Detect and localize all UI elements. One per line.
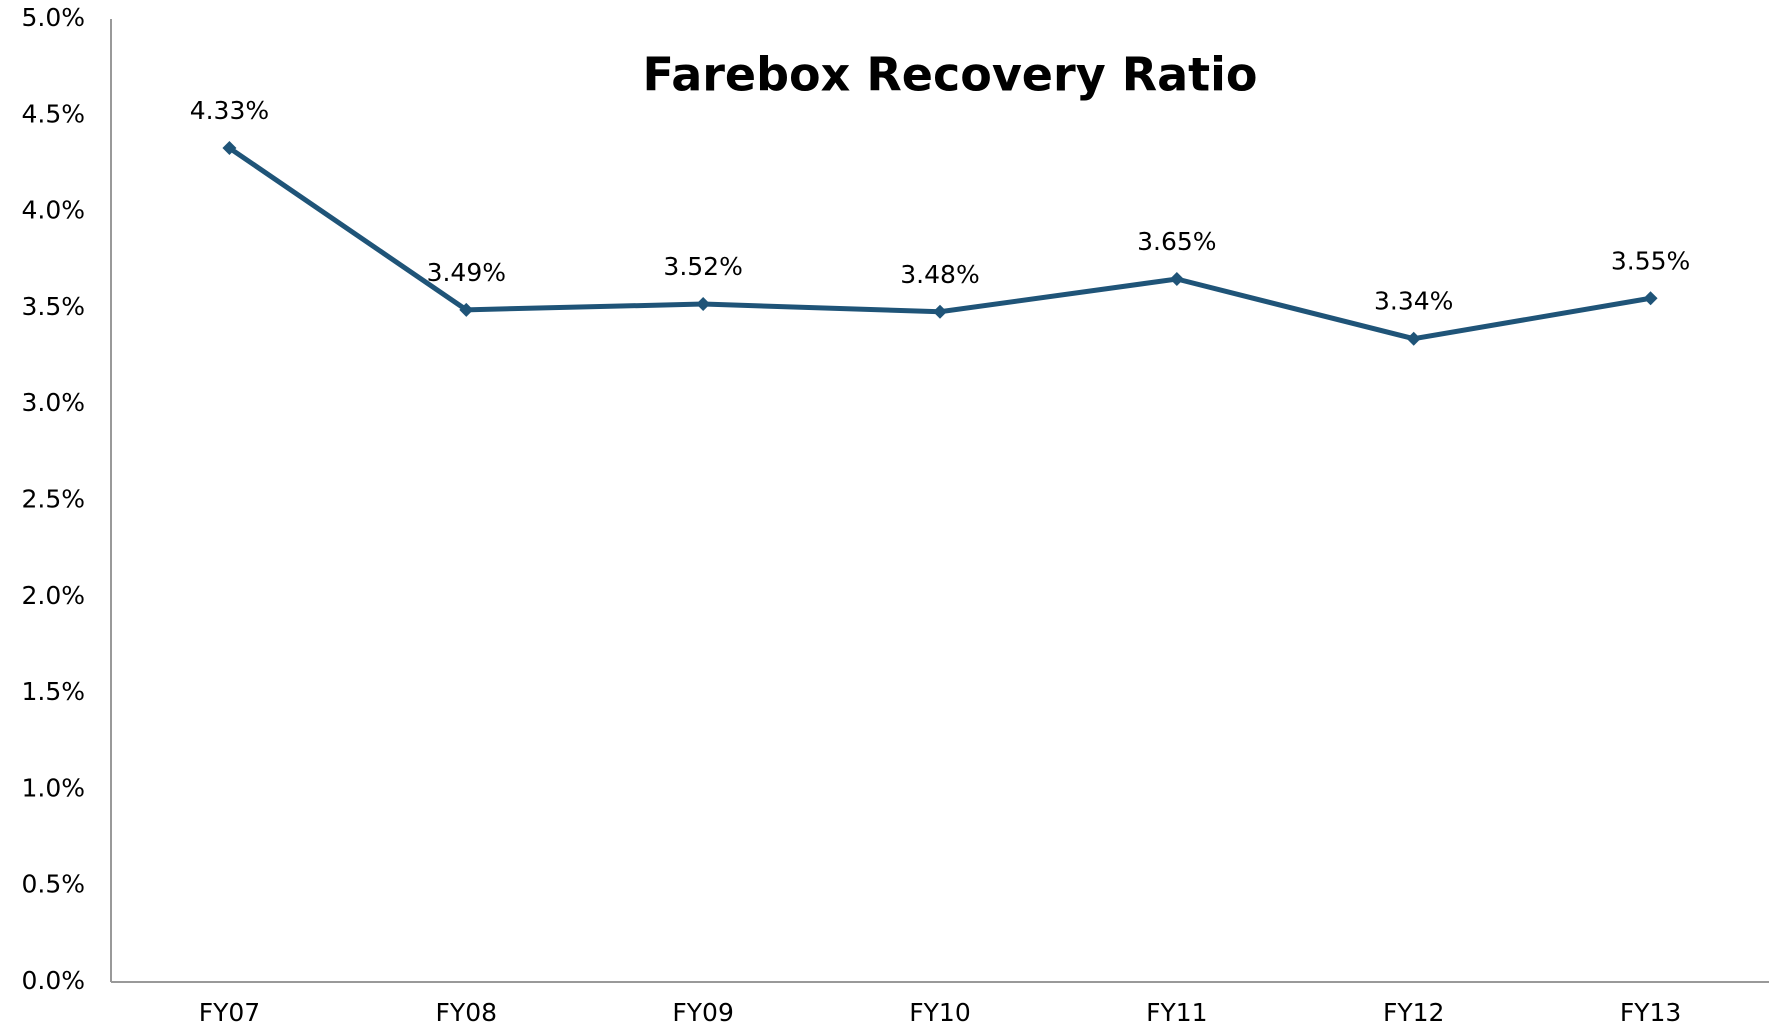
- x-tick-label: FY09: [672, 998, 733, 1027]
- data-label: 3.55%: [1611, 246, 1690, 275]
- y-tick-label: 1.0%: [21, 773, 85, 802]
- data-label: 4.33%: [190, 96, 269, 125]
- y-tick-label: 5.0%: [21, 3, 85, 32]
- marker: [1169, 272, 1184, 287]
- y-tick-label: 4.5%: [21, 99, 85, 128]
- x-tick-label: FY07: [199, 998, 260, 1027]
- data-label: 3.65%: [1137, 227, 1216, 256]
- x-tick-label: FY08: [436, 998, 497, 1027]
- marker: [933, 304, 947, 319]
- y-tick-label: 3.5%: [21, 292, 85, 321]
- x-tick-label: FY13: [1620, 998, 1681, 1027]
- x-tick-label: FY12: [1383, 998, 1444, 1027]
- marker: [1643, 291, 1658, 306]
- data-label: 3.52%: [663, 252, 742, 281]
- data-label: 3.34%: [1374, 287, 1453, 316]
- y-tick-label: 3.0%: [21, 388, 85, 417]
- marker: [459, 302, 474, 317]
- y-tick-label: 0.0%: [21, 966, 85, 995]
- y-tick-label: 2.5%: [21, 485, 85, 514]
- marker: [1406, 331, 1421, 346]
- data-label: 3.48%: [900, 260, 979, 289]
- x-tick-label: FY10: [909, 998, 970, 1027]
- marker: [696, 297, 711, 312]
- chart-title: Farebox Recovery Ratio: [642, 48, 1257, 102]
- y-tick-label: 1.5%: [21, 677, 85, 706]
- x-tick-label: FY11: [1146, 998, 1207, 1027]
- y-tick-label: 2.0%: [21, 581, 85, 610]
- y-tick-label: 4.0%: [21, 196, 85, 225]
- data-label: 3.49%: [427, 258, 506, 287]
- y-tick-label: 0.5%: [21, 870, 85, 899]
- marker: [222, 141, 237, 156]
